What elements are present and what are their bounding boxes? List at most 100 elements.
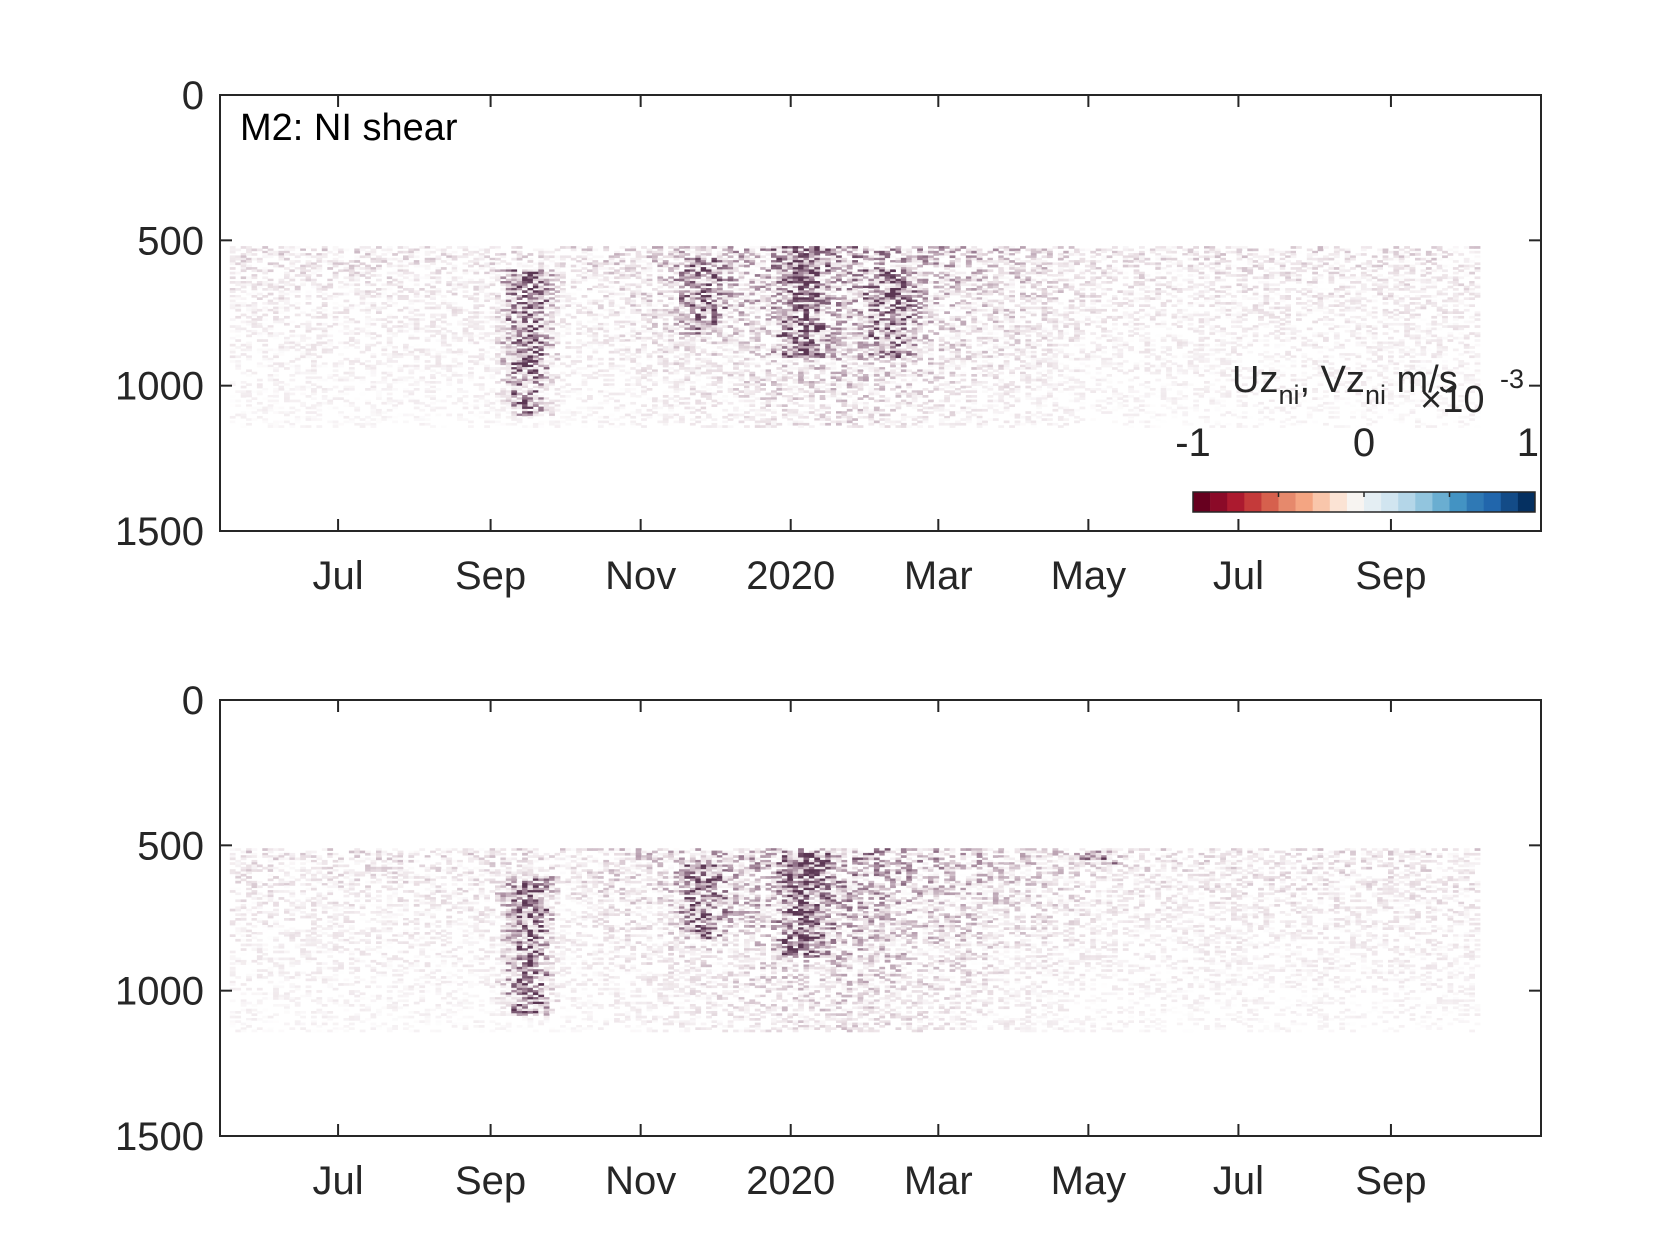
heatmap-cell <box>500 255 507 259</box>
heatmap-cell <box>376 392 382 396</box>
heatmap-cell <box>278 420 285 424</box>
heatmap-cell <box>462 401 469 405</box>
heatmap-cell <box>473 281 480 284</box>
heatmap-cell <box>267 408 274 412</box>
heatmap-cell <box>684 318 691 321</box>
heatmap-cell <box>614 311 620 314</box>
heatmap-cell <box>500 308 507 312</box>
heatmap-cell <box>484 369 490 373</box>
heatmap-cell <box>289 364 296 368</box>
heatmap-cell <box>397 355 404 359</box>
heatmap-cell <box>251 285 258 289</box>
heatmap-cell <box>624 388 631 391</box>
heatmap-cell <box>516 322 523 326</box>
heatmap-cell <box>522 255 528 259</box>
heatmap-cell <box>695 367 702 370</box>
heatmap-cell <box>868 269 875 273</box>
heatmap-cell <box>673 281 680 284</box>
heatmap-cell <box>532 332 539 335</box>
heatmap-cell <box>781 269 788 273</box>
heatmap-cell <box>413 260 420 263</box>
heatmap-cell <box>781 360 788 363</box>
heatmap-cell <box>430 401 436 405</box>
heatmap-cell <box>316 334 323 338</box>
heatmap-cell <box>684 288 691 291</box>
heatmap-cell <box>662 422 669 426</box>
heatmap-cell <box>435 374 442 377</box>
heatmap-cell <box>246 411 252 414</box>
heatmap-cell <box>836 276 842 280</box>
heatmap-cell <box>451 285 458 289</box>
heatmap-cell <box>538 311 545 314</box>
heatmap-cell <box>744 348 750 352</box>
heatmap-cell <box>543 306 550 310</box>
heatmap-cell <box>673 355 680 359</box>
heatmap-cell <box>500 401 507 405</box>
heatmap-cell <box>695 364 702 368</box>
heatmap-cell <box>657 292 664 296</box>
heatmap-cell <box>516 329 523 333</box>
heatmap-cell <box>722 292 729 296</box>
heatmap-cell <box>787 357 794 361</box>
heatmap-cell <box>413 404 420 407</box>
heatmap-cell <box>538 390 545 393</box>
heatmap-cell <box>267 311 274 314</box>
heatmap-cell <box>597 304 604 307</box>
heatmap-cell <box>706 267 712 270</box>
heatmap-cell <box>776 255 783 259</box>
heatmap-cell <box>289 341 296 345</box>
heatmap-cell <box>527 295 534 298</box>
heatmap-cell <box>722 420 729 424</box>
heatmap-cell <box>760 274 766 277</box>
heatmap-cell <box>413 418 420 421</box>
heatmap-cell <box>776 318 783 321</box>
heatmap-cell <box>348 343 355 347</box>
heatmap-cell <box>830 253 837 256</box>
heatmap-cell <box>738 264 745 268</box>
heatmap-cell <box>760 299 766 303</box>
heatmap-cell <box>771 334 777 338</box>
heatmap-cell <box>435 313 442 317</box>
heatmap-cell <box>327 397 334 400</box>
heatmap-cell <box>841 339 848 342</box>
heatmap-cell <box>787 278 794 282</box>
heatmap-cell <box>781 313 788 317</box>
heatmap-cell <box>505 353 512 356</box>
heatmap-cell <box>451 313 458 317</box>
heatmap-cell <box>527 374 534 377</box>
heatmap-cell <box>403 246 409 249</box>
heatmap-cell <box>549 322 555 326</box>
heatmap-cell <box>451 276 458 280</box>
heatmap-cell <box>462 285 469 289</box>
heatmap-cell <box>776 281 783 284</box>
heatmap-cell <box>289 360 296 363</box>
heatmap-cell <box>787 367 794 370</box>
heatmap-cell <box>381 325 388 328</box>
heatmap-cell <box>370 355 377 359</box>
heatmap-cell <box>771 346 777 349</box>
heatmap-cell <box>765 302 772 305</box>
heatmap-cell <box>679 418 685 421</box>
heatmap-cell <box>641 269 647 273</box>
heatmap-cell <box>771 355 777 359</box>
heatmap-cell <box>273 369 279 373</box>
heatmap-cell <box>771 411 777 414</box>
heatmap-cell <box>565 322 572 326</box>
heatmap-cell <box>787 262 794 266</box>
heatmap-cell <box>403 250 409 254</box>
heatmap-cell <box>273 320 279 324</box>
heatmap-cell <box>754 397 761 400</box>
heatmap-cell <box>798 255 804 259</box>
heatmap-cell <box>554 408 561 412</box>
heatmap-cell <box>413 264 420 268</box>
heatmap-cell <box>484 255 490 259</box>
heatmap-cell <box>684 302 691 305</box>
heatmap-cell <box>765 420 772 424</box>
heatmap-cell <box>338 362 344 366</box>
heatmap-cell <box>451 371 458 375</box>
heatmap-cell <box>711 362 718 366</box>
heatmap-cell <box>484 399 490 403</box>
heatmap-cell <box>484 346 490 349</box>
heatmap-cell <box>392 334 398 338</box>
heatmap-cell <box>760 278 766 282</box>
